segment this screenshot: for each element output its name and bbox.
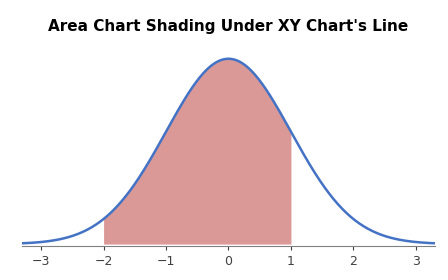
Title: Area Chart Shading Under XY Chart's Line: Area Chart Shading Under XY Chart's Line	[48, 19, 409, 34]
